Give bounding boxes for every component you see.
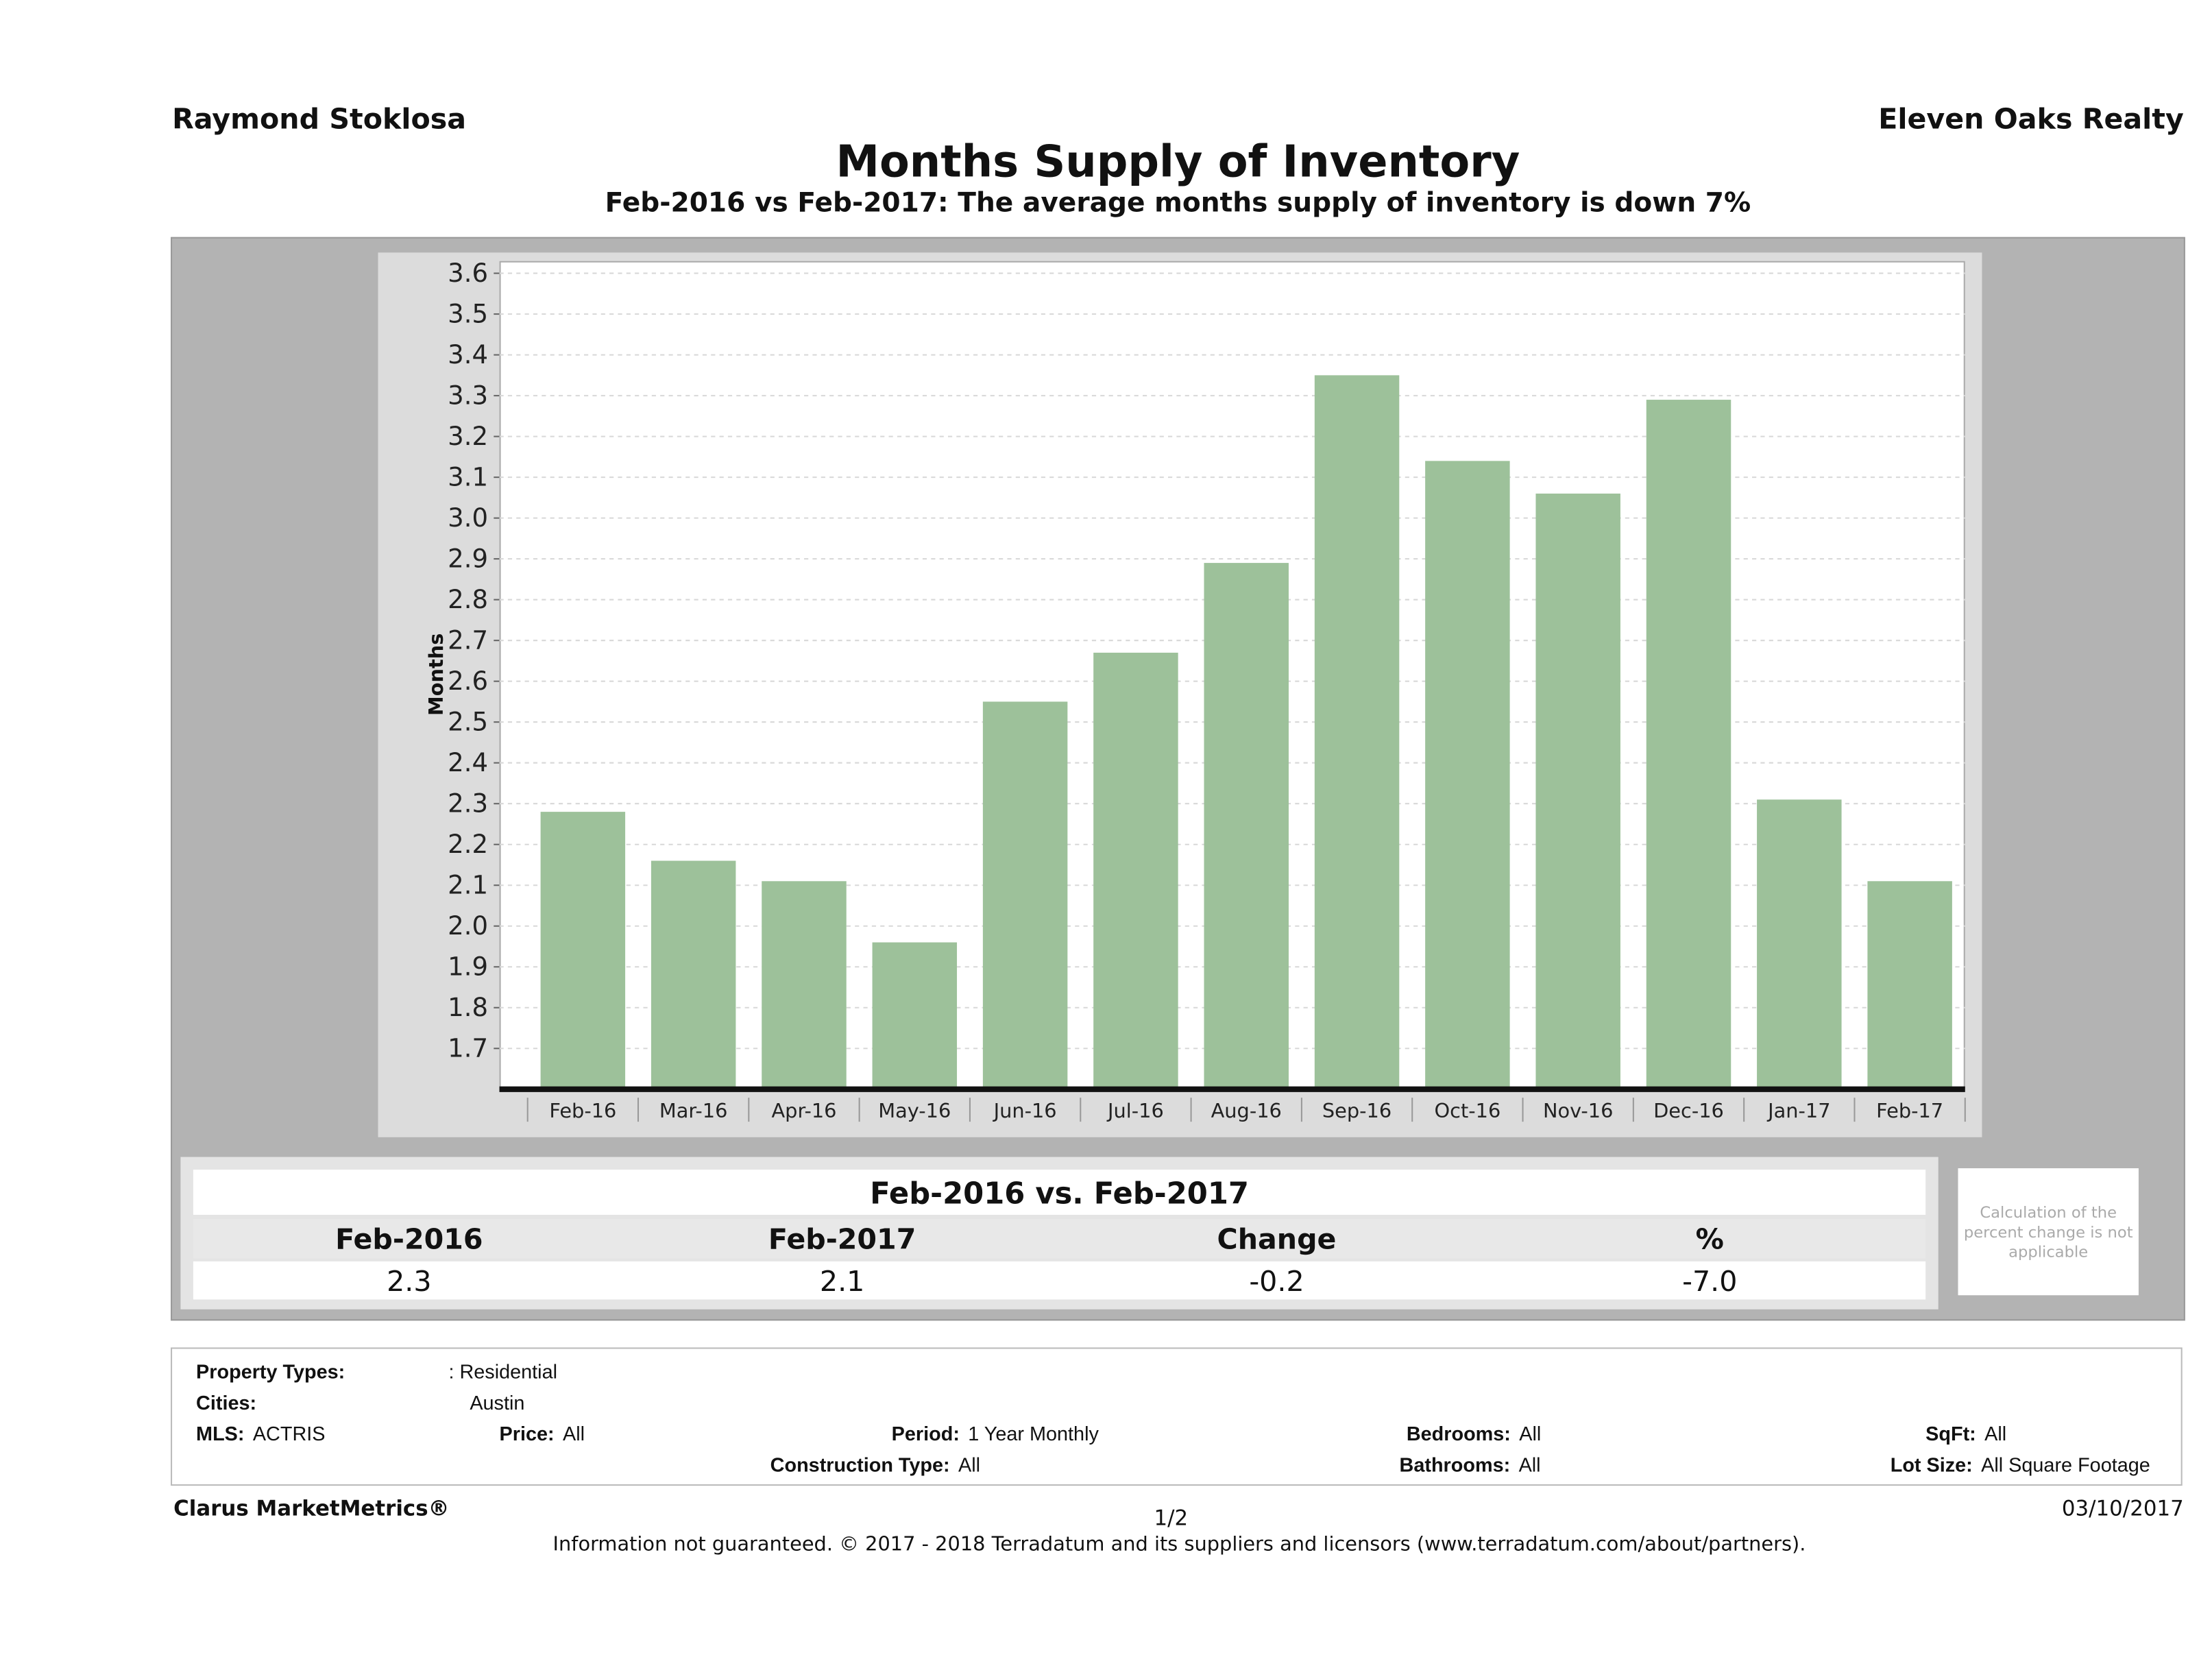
y-tick-label: 1.9 [448, 952, 488, 982]
page-number: 1/2 [1154, 1505, 1189, 1531]
chart-subtitle: Feb-2016 vs Feb-2017: The average months… [605, 187, 1751, 219]
filter-label: SqFt: [1925, 1422, 1976, 1445]
x-tick-label: May-16 [878, 1099, 951, 1122]
y-tick-label: 3.4 [448, 340, 488, 370]
y-tick-label: 2.2 [448, 830, 488, 859]
filter-property-types: Property Types: : Residential [196, 1360, 557, 1383]
y-tick-label: 2.9 [448, 544, 488, 573]
filter-lot-size: Lot Size: All Square Footage [1891, 1453, 2150, 1476]
x-tick-label: Feb-17 [1876, 1099, 1943, 1122]
summary-header-row: Feb-2016 Feb-2017 Change % [193, 1219, 1926, 1259]
bar [540, 812, 626, 1089]
x-tick-label: Oct-16 [1434, 1099, 1500, 1122]
filter-label: MLS: [196, 1422, 245, 1445]
y-tick-label: 2.6 [448, 666, 488, 696]
filter-label: Construction Type: [770, 1453, 950, 1476]
agent-name: Raymond Stoklosa [172, 101, 467, 136]
filter-value: All [1519, 1422, 1542, 1445]
filter-value: Austin [470, 1391, 525, 1414]
bar [1093, 653, 1178, 1089]
bar [1425, 461, 1510, 1089]
filter-label: Property Types: [196, 1360, 345, 1383]
summary-col-header: Change [1217, 1222, 1337, 1256]
filter-bedrooms: Bedrooms: All [1407, 1422, 1541, 1445]
y-tick-label: 2.0 [448, 911, 488, 941]
filter-period: Period: 1 Year Monthly [892, 1422, 1099, 1445]
y-tick-label: 2.7 [448, 626, 488, 655]
summary-col-header: Feb-2017 [768, 1222, 916, 1256]
filter-label: Period: [891, 1422, 960, 1445]
y-tick-label: 2.3 [448, 789, 488, 819]
bar [1204, 563, 1289, 1089]
filter-bathrooms: Bathrooms: All [1400, 1453, 1541, 1476]
percent-change-note: Calculation of the percent change is not… [1958, 1168, 2139, 1296]
filter-cities: Cities: Austin [196, 1391, 524, 1414]
filter-value: All [562, 1422, 585, 1445]
filter-value: 1 Year Monthly [968, 1422, 1099, 1445]
x-tick-label: Apr-16 [771, 1099, 836, 1122]
filter-label: Cities: [196, 1391, 257, 1414]
x-tick-label: Dec-16 [1653, 1099, 1724, 1122]
product-name: Clarus MarketMetrics® [173, 1495, 450, 1521]
summary-value: -0.2 [1249, 1264, 1304, 1298]
x-tick-label: Mar-16 [659, 1099, 728, 1122]
x-tick-label: Feb-16 [549, 1099, 616, 1122]
y-tick-label: 3.6 [448, 258, 488, 288]
y-tick-label: 2.4 [448, 748, 488, 777]
x-tick-label: Aug-16 [1211, 1099, 1282, 1122]
y-tick-label: 1.7 [448, 1034, 488, 1063]
summary-value: 2.3 [387, 1264, 432, 1298]
y-tick-label: 3.5 [448, 299, 488, 328]
report-date: 03/10/2017 [2061, 1495, 2184, 1521]
y-tick-label: 2.8 [448, 585, 488, 614]
bar [762, 881, 847, 1089]
filter-criteria: Property Types: : Residential Cities: Au… [171, 1347, 2183, 1486]
filter-value: ACTRIS [252, 1422, 326, 1445]
filter-label: Bathrooms: [1399, 1453, 1511, 1476]
y-tick-label: 3.3 [448, 381, 488, 410]
y-tick-label: 2.1 [448, 871, 488, 900]
y-tick-label: 1.8 [448, 993, 488, 1022]
summary-heading: Feb-2016 vs. Feb-2017 [193, 1170, 1926, 1215]
filter-mls: MLS: ACTRIS [196, 1422, 325, 1445]
filter-sqft: SqFt: All [1925, 1422, 2006, 1445]
summary-value-row: 2.3 2.1 -0.2 -7.0 [193, 1261, 1926, 1300]
summary-value: -7.0 [1682, 1264, 1738, 1298]
y-tick-label: 3.2 [448, 422, 488, 451]
x-tick-label: Jun-16 [993, 1099, 1057, 1122]
x-tick-label: Jul-16 [1106, 1099, 1164, 1122]
filter-value: : Residential [448, 1360, 558, 1383]
y-tick-label: 3.0 [448, 503, 488, 533]
summary-col-header: % [1695, 1222, 1724, 1256]
x-tick-label: Sep-16 [1322, 1099, 1391, 1122]
filter-value: All [1984, 1422, 2007, 1445]
filter-value: All [958, 1453, 981, 1476]
filter-label: Price: [499, 1422, 555, 1445]
x-tick-label: Jan-17 [1766, 1099, 1830, 1122]
x-tick-label: Nov-16 [1543, 1099, 1613, 1122]
bar [1757, 799, 1842, 1089]
filter-price: Price: All [500, 1422, 585, 1445]
summary-value: 2.1 [819, 1264, 865, 1298]
filter-value: All Square Footage [1981, 1453, 2150, 1476]
bar [1646, 400, 1731, 1089]
bar [651, 860, 736, 1089]
filter-construction: Construction Type: All [770, 1453, 980, 1476]
filter-label: Lot Size: [1890, 1453, 1973, 1476]
bar [872, 942, 958, 1089]
filter-label: Bedrooms: [1406, 1422, 1511, 1445]
brokerage-name: Eleven Oaks Realty [1878, 101, 2184, 136]
bar [982, 701, 1068, 1089]
disclaimer: Information not guaranteed. © 2017 - 201… [552, 1534, 1806, 1556]
summary-col-header: Feb-2016 [335, 1222, 483, 1256]
filter-value: All [1518, 1453, 1541, 1476]
chart-title: Months Supply of Inventory [836, 136, 1520, 188]
bar [1867, 881, 1952, 1089]
y-tick-label: 2.5 [448, 708, 488, 737]
bar [1535, 493, 1620, 1089]
bar [1314, 375, 1400, 1089]
y-tick-label: 3.1 [448, 462, 488, 492]
